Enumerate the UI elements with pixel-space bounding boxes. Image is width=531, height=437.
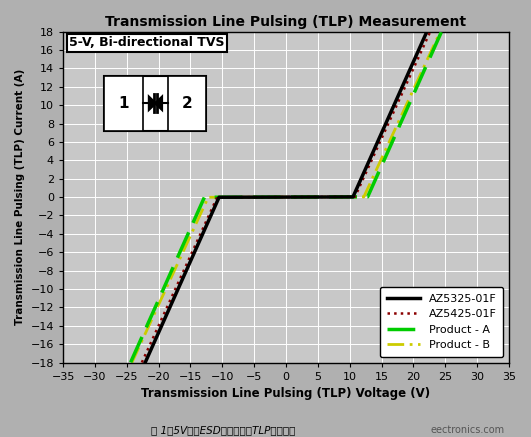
Product - A [422,66,429,71]
AZ5325-01F [424,29,430,34]
AZ5425-01F [203,218,210,224]
AZ5325-01F [272,194,279,200]
Line: AZ5325-01F: AZ5325-01F [145,31,427,362]
AZ5425-01F [263,194,269,200]
AZ5425-01F [373,148,379,153]
Title: Transmission Line Pulsing (TLP) Measurement: Transmission Line Pulsing (TLP) Measurem… [106,15,467,29]
Polygon shape [148,94,157,112]
AZ5325-01F [282,194,288,200]
Line: Product - A: Product - A [131,32,441,362]
Product - B [323,194,329,200]
Bar [105,76,143,131]
Product - B [200,205,207,211]
Text: 2: 2 [182,96,192,111]
AZ5325-01F [142,360,148,365]
AZ5425-01F [427,29,433,34]
Y-axis label: Transmission Line Pulsing (TLP) Current (A): Transmission Line Pulsing (TLP) Current … [15,69,25,325]
Product - B [436,31,443,36]
Text: 5-V, Bi-directional TVS: 5-V, Bi-directional TVS [70,36,225,49]
AZ5325-01F [324,194,331,200]
Product - B [129,360,135,365]
Text: eectronics.com: eectronics.com [430,425,504,435]
AZ5325-01F [208,213,214,218]
AZ5425-01F [321,194,328,200]
Product - A [177,250,183,255]
AZ5425-01F [226,194,233,200]
Line: AZ5425-01F: AZ5425-01F [142,31,430,362]
Product - A [333,194,340,200]
Line: Product - B: Product - B [132,31,440,363]
Product - A [206,194,212,200]
AZ5325-01F [182,271,189,276]
Text: 图 1：5V双向ESD保护组件的TLP测试曲线: 图 1：5V双向ESD保护组件的TLP测试曲线 [151,425,295,435]
Text: 1: 1 [118,96,129,111]
Product - B [402,105,408,110]
Product - A [127,360,134,365]
Polygon shape [153,94,163,112]
Bar [105,76,207,131]
Product - A [438,29,444,35]
AZ5425-01F [139,360,145,365]
Product - A [282,194,289,200]
Product - B [437,29,443,34]
Product - B [417,73,423,78]
AZ5425-01F [170,291,177,296]
Legend: AZ5325-01F, AZ5425-01F, Product - A, Product - B: AZ5325-01F, AZ5425-01F, Product - A, Pro… [380,287,503,357]
AZ5325-01F [398,86,405,91]
Product - B [346,194,352,200]
Bar [168,76,207,131]
X-axis label: Transmission Line Pulsing (TLP) Voltage (V): Transmission Line Pulsing (TLP) Voltage … [141,387,431,400]
Product - A [340,194,346,200]
